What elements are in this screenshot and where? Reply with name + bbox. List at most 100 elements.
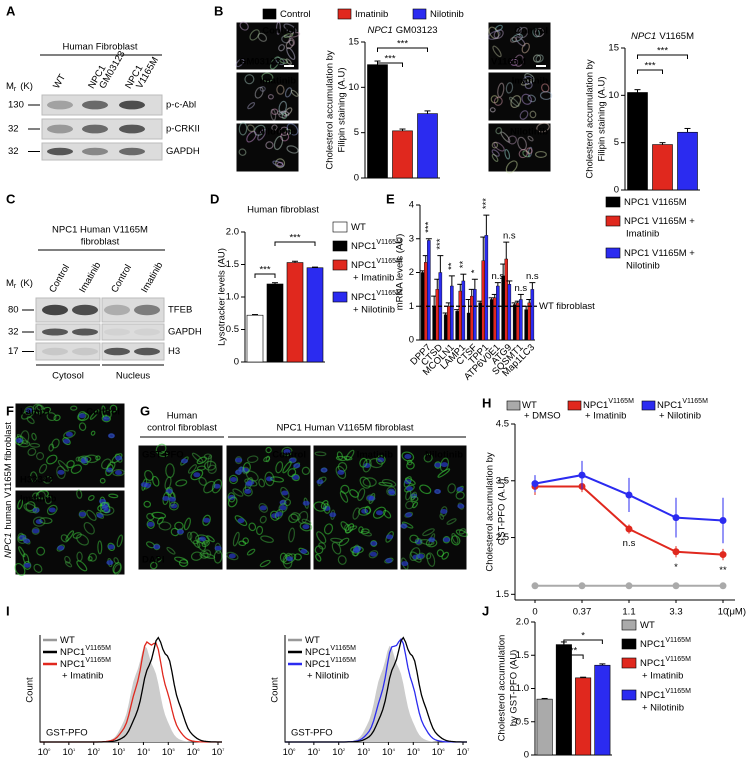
legend-swatch	[567, 400, 582, 411]
legend-label: NPC1V1165M	[305, 657, 356, 669]
legend-label: NPC1V1165M	[640, 637, 691, 649]
cell	[316, 531, 327, 544]
cell	[37, 490, 46, 500]
cell	[527, 94, 537, 103]
lane-label: Control	[47, 263, 72, 295]
cell	[257, 32, 268, 42]
point	[625, 525, 633, 533]
significance-label: n.s	[623, 538, 636, 549]
bar	[443, 314, 448, 341]
blot-band	[47, 147, 73, 156]
cell	[76, 551, 83, 562]
cell	[287, 468, 297, 478]
legend-label-part: Imatinib	[355, 9, 388, 20]
cell	[203, 480, 216, 494]
legend-label: NPC1V1165M	[657, 398, 708, 410]
nucleus	[228, 553, 236, 559]
point	[719, 517, 727, 525]
nucleus	[286, 556, 294, 562]
x-tick-exponent: 7	[222, 747, 225, 752]
cell	[293, 553, 302, 561]
cell	[337, 555, 347, 565]
cell	[146, 512, 155, 521]
cell	[523, 75, 534, 85]
cell	[527, 135, 534, 142]
legend-label: + Imatinib	[585, 411, 626, 422]
cell	[282, 461, 292, 474]
cell	[155, 556, 162, 563]
nucleus	[78, 511, 86, 517]
cell	[364, 505, 371, 515]
cell	[289, 31, 301, 38]
fraction-label: Cytosol	[52, 371, 84, 382]
cell	[422, 528, 435, 537]
x-tick-base: 10	[332, 747, 343, 758]
nucleus	[375, 510, 383, 516]
chart-title: NPC1 V1165M	[631, 31, 694, 42]
cell	[526, 147, 533, 155]
cell	[70, 464, 82, 474]
y-tick-label: 1.0	[516, 683, 529, 694]
legend-label-part: Control	[280, 9, 311, 20]
cell	[491, 153, 499, 162]
legend-label: NPC1 V1165M +	[624, 248, 695, 259]
cell	[56, 465, 66, 480]
legend-label-part: WT	[60, 635, 75, 646]
nucleus	[32, 528, 40, 534]
x-tick-base: 10	[112, 747, 123, 758]
histogram	[285, 645, 467, 742]
legend-label-part: WT	[522, 400, 537, 411]
mw-marker: 32	[8, 146, 19, 157]
significance-label: n.s	[515, 283, 528, 294]
x-tick-exponent: 3	[123, 747, 126, 752]
bar	[432, 306, 436, 341]
cell	[284, 87, 293, 98]
blot-band	[42, 347, 68, 356]
legend-label: NPC1 V1165M	[624, 197, 687, 208]
y-tick-label: 0	[614, 185, 619, 196]
cell	[97, 540, 103, 555]
legend-label: WT	[522, 400, 537, 411]
cell	[149, 561, 158, 570]
y-axis-label: Lysotracker levels (AU)	[217, 248, 228, 346]
x-tick-base: 10	[382, 747, 393, 758]
nucleus	[65, 431, 73, 437]
x-tick-label: 104	[382, 747, 396, 758]
legend-label: NPC1V1165M	[351, 239, 402, 251]
x-tick-base: 10	[87, 747, 98, 758]
significance-label: **	[719, 565, 727, 576]
nucleus	[115, 455, 123, 461]
cell	[199, 550, 209, 559]
cell	[521, 42, 530, 54]
bar	[489, 299, 494, 341]
cell	[323, 523, 334, 535]
cell	[273, 135, 284, 151]
bar	[427, 240, 431, 341]
cell	[249, 29, 260, 41]
nucleus	[15, 437, 23, 443]
cell	[38, 463, 48, 474]
x-tick-exponent: 5	[172, 747, 175, 752]
blot-band	[119, 124, 145, 134]
y-tick-label: 1.5	[516, 650, 529, 661]
legend-label: Nilotinib	[626, 261, 660, 272]
x-axis-label: GST-PFO	[291, 728, 333, 739]
cell	[201, 540, 210, 548]
cell	[170, 527, 180, 537]
cell	[338, 537, 350, 547]
y-axis-label: Filipin staining (A.U)	[597, 77, 608, 162]
cell	[248, 522, 257, 532]
cell	[330, 537, 343, 543]
cell	[242, 486, 253, 497]
image-label: V1165M	[491, 57, 526, 68]
legend-label: NPC1V1165M	[583, 398, 634, 410]
cell	[87, 556, 93, 562]
bar	[536, 698, 553, 756]
cell	[281, 35, 291, 44]
cell	[257, 128, 267, 141]
legend-label: + DMSO	[524, 411, 561, 422]
legend-label: + Imatinib	[62, 671, 103, 682]
legend-swatch	[621, 689, 637, 701]
cell	[41, 406, 52, 414]
bar	[530, 289, 535, 341]
